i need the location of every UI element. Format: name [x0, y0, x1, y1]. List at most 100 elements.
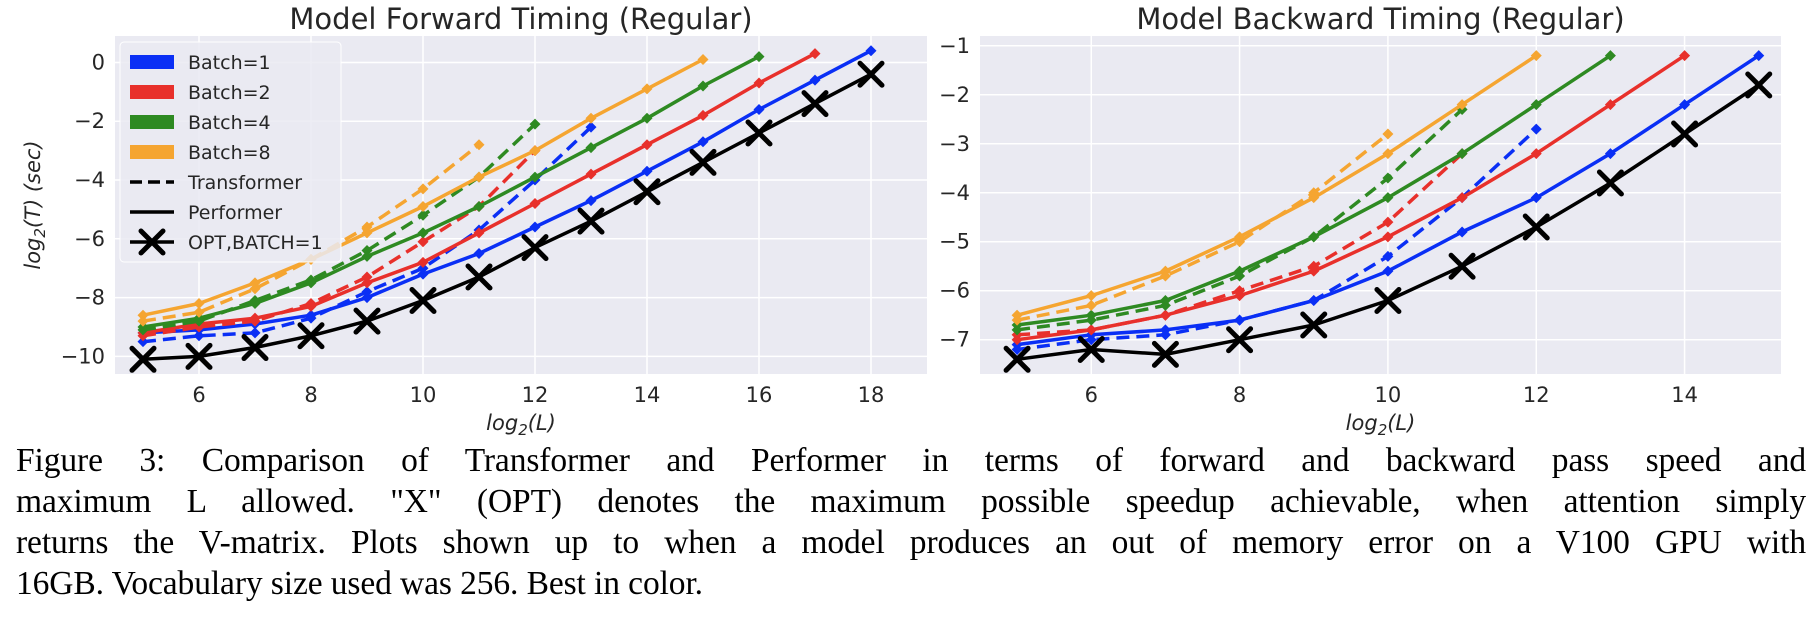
legend-label: Batch=2 [188, 82, 271, 104]
x-tick-label: 16 [746, 383, 773, 407]
data-point [417, 227, 429, 239]
data-point [193, 306, 205, 318]
y-axis-label: log2(T) (sec) [21, 140, 49, 269]
x-tick-label: 14 [1671, 383, 1698, 407]
data-point [1085, 324, 1097, 336]
caption-line-2: maximum L allowed. "X" (OPT) denotes the… [16, 483, 1806, 520]
data-point [1382, 148, 1394, 160]
x-tick-label: 8 [1233, 383, 1246, 407]
data-point [361, 250, 373, 262]
data-point [1604, 50, 1616, 62]
data-point [417, 262, 429, 274]
series-8 [1003, 71, 1773, 373]
data-point-x [465, 263, 493, 291]
legend-box [119, 41, 342, 263]
data-point [753, 51, 765, 63]
data-point-x [1003, 345, 1031, 373]
caption-line-3: returns the V-matrix. Plots shown up to … [16, 524, 1806, 561]
data-point [1679, 99, 1691, 111]
y-tick-label: −5 [939, 230, 970, 254]
data-point-x [745, 119, 773, 147]
series-line [142, 49, 872, 335]
data-point [1234, 285, 1246, 297]
data-point [249, 283, 261, 295]
data-point [1456, 148, 1468, 160]
data-point [473, 200, 485, 212]
data-point [529, 118, 541, 130]
data-point-x [409, 287, 437, 315]
data-point [641, 83, 653, 95]
data-point-x [689, 148, 717, 176]
x-tick-label: 6 [1085, 383, 1098, 407]
data-point [1234, 270, 1246, 282]
x-axis-label: log2(L) [486, 411, 556, 439]
data-point [1679, 50, 1691, 62]
data-point [529, 145, 541, 157]
data-point [585, 112, 597, 124]
data-point-x [857, 60, 885, 88]
data-point [137, 315, 149, 327]
data-point [249, 295, 261, 307]
legend-swatch [130, 55, 174, 69]
data-point-x [1448, 252, 1476, 280]
data-point [473, 227, 485, 239]
y-tick-label: −6 [939, 279, 970, 303]
x-tick-label: 12 [1523, 383, 1550, 407]
backward-timing-chart: 6 8 10 12 14 −1 −2 −3 −4 −5 −6 −7 Model Backward Tim… [939, 2, 1781, 439]
legend-label: Transformer [187, 172, 302, 194]
data-point-x [1151, 340, 1179, 368]
chart-title: Model Backward Timing (Regular) [1136, 2, 1624, 36]
data-point [1234, 314, 1246, 326]
chart-title: Model Forward Timing (Regular) [289, 2, 752, 36]
data-point [641, 139, 653, 151]
data-point [1456, 99, 1468, 111]
data-point [1011, 314, 1023, 326]
caption-line-4: 16GB. Vocabulary size used was 256. Best… [16, 565, 703, 602]
data-point [305, 297, 317, 309]
data-point-x [1671, 120, 1699, 148]
data-point-x [1522, 213, 1550, 241]
data-point [361, 221, 373, 233]
data-point [193, 330, 205, 342]
data-point [193, 315, 205, 327]
y-tick-label: −2 [74, 109, 105, 133]
data-point [249, 327, 261, 339]
legend-item: Batch=1 [130, 52, 271, 74]
figure-caption: Figure 3: Comparison of Transformer and … [16, 440, 1806, 604]
data-point [585, 142, 597, 154]
data-point-x [521, 234, 549, 262]
data-point [1159, 329, 1171, 341]
y-tick-label: −4 [74, 168, 105, 192]
data-point-x [577, 207, 605, 235]
data-point [137, 309, 149, 321]
data-point-x [353, 307, 381, 335]
legend-item: Batch=8 [130, 142, 271, 164]
data-point [1011, 324, 1023, 336]
x-axis-label: log2(L) [1346, 411, 1416, 439]
data-point [137, 336, 149, 348]
plot-area [980, 36, 1781, 374]
data-point [1604, 148, 1616, 160]
x-tick-label: 10 [410, 383, 437, 407]
data-point [529, 198, 541, 210]
data-point [1382, 172, 1394, 184]
data-point [809, 74, 821, 86]
x-tick-label: 8 [304, 383, 317, 407]
data-point-x [1374, 287, 1402, 315]
data-point [1382, 231, 1394, 243]
legend-label: Performer [188, 202, 282, 224]
data-point [1308, 231, 1320, 243]
x-tick-label: 18 [858, 383, 885, 407]
y-tick-label: −8 [74, 286, 105, 310]
data-point [697, 80, 709, 92]
legend-item: Batch=4 [130, 112, 271, 134]
data-point [585, 121, 597, 133]
data-point [417, 256, 429, 268]
data-point [417, 268, 429, 280]
data-point [1753, 50, 1765, 62]
series-6 [137, 54, 709, 321]
legend-item: Transformer [130, 172, 302, 194]
data-point [1604, 99, 1616, 111]
legend-swatch [130, 145, 174, 159]
data-point-x [633, 178, 661, 206]
